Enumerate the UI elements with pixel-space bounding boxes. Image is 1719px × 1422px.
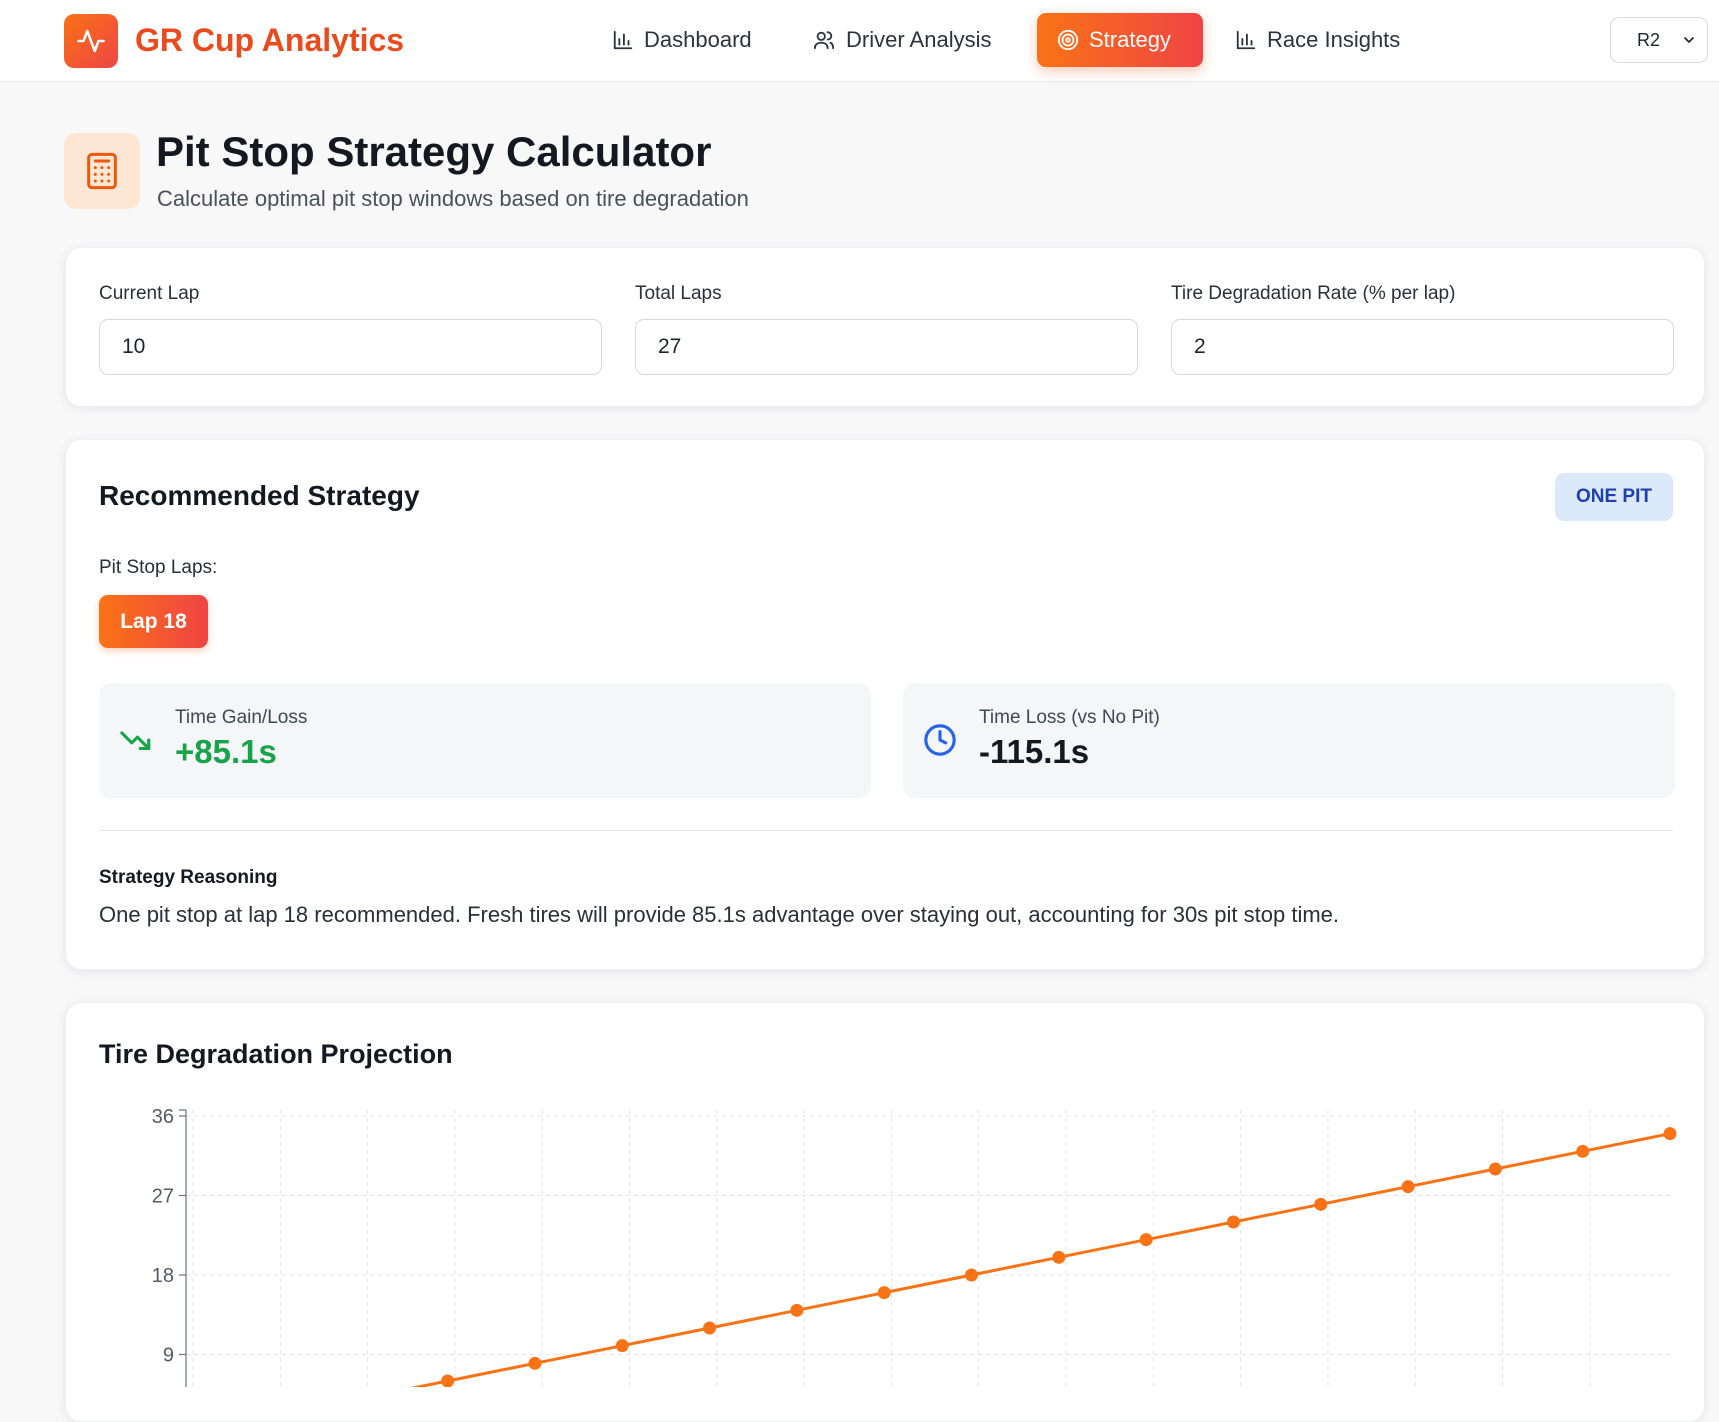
reasoning-title: Strategy Reasoning [99,867,278,888]
data-point [790,1303,804,1317]
round-select-value: R2 [1637,29,1661,50]
time-loss-value: -115.1s [979,733,1090,770]
y-tick-label: 36 [152,1106,174,1128]
brand-name[interactable]: GR Cup Analytics [135,22,405,58]
data-point [441,1374,455,1387]
data-point [965,1268,978,1282]
data-point [1052,1250,1066,1264]
activity-logo-icon[interactable] [64,14,118,68]
current-lap-label: Current Lap [99,283,200,304]
nav-dashboard-label: Dashboard [644,27,752,52]
strategy-title: Recommended Strategy [99,480,420,511]
strategy-card: Recommended Strategy ONE PIT Pit Stop La… [65,439,1705,970]
data-point [1401,1180,1415,1194]
round-select[interactable]: R2 [1610,17,1708,63]
time-gain-metric: Time Gain/Loss +85.1s [99,683,871,798]
projection-title: Tire Degradation Projection [99,1039,453,1069]
clock-icon [924,724,956,756]
trending-down-icon [120,731,151,751]
bar-chart-icon [613,30,633,50]
degradation-rate-label: Tire Degradation Rate (% per lap) [1171,283,1456,304]
data-point [703,1321,717,1335]
users-icon [813,31,835,50]
y-tick-label: 18 [152,1265,174,1287]
target-icon [1057,29,1079,51]
time-loss-label: Time Loss (vs No Pit) [979,707,1160,728]
strategy-type-badge: ONE PIT [1555,473,1673,521]
nav-race-insights-label: Race Insights [1267,27,1401,52]
y-tick-label: 9 [163,1345,174,1367]
data-point [1139,1233,1153,1247]
time-gain-value: +85.1s [175,733,277,770]
divider [99,830,1673,831]
degradation-line [410,1132,1671,1387]
nav-strategy[interactable]: Strategy [1037,13,1203,67]
data-point [615,1339,629,1353]
time-loss-metric: Time Loss (vs No Pit) -115.1s [903,683,1675,798]
data-point [1226,1215,1240,1229]
reasoning-text: One pit stop at lap 18 recommended. Fres… [99,902,1340,927]
calculator-icon [64,133,140,209]
chevron-down-icon [1684,37,1694,43]
time-gain-label: Time Gain/Loss [175,707,308,728]
nav-driver-analysis-label: Driver Analysis [846,27,992,52]
total-laps-input[interactable] [635,319,1138,375]
page-subtitle: Calculate optimal pit stop windows based… [157,186,749,211]
inputs-card: Current Lap Total Laps Tire Degradation … [65,247,1705,407]
data-point [528,1356,542,1370]
current-lap-input[interactable] [99,319,602,375]
y-tick-label: 27 [152,1186,174,1208]
projection-card: Tire Degradation Projection 9 18 27 36 [65,1002,1705,1422]
nav-driver-analysis[interactable]: Driver Analysis [790,13,1013,67]
degradation-chart: 9 18 27 36 [152,1106,1677,1387]
data-point [1663,1127,1677,1141]
top-nav-bar: GR Cup Analytics Dashboard Driver Analys… [0,0,1719,82]
nav-strategy-label: Strategy [1089,27,1171,52]
total-laps-label: Total Laps [635,283,722,304]
nav-dashboard[interactable]: Dashboard [590,13,774,67]
pit-laps-label: Pit Stop Laps: [99,557,218,578]
data-point [1314,1197,1328,1211]
degradation-rate-input[interactable] [1171,319,1674,375]
pit-lap-chip[interactable]: Lap 18 [99,595,208,648]
data-point [1488,1162,1502,1176]
page-title: Pit Stop Strategy Calculator [156,128,712,175]
nav-race-insights[interactable]: Race Insights [1213,13,1422,67]
data-point [1576,1144,1590,1158]
bar-chart-icon [1236,30,1256,50]
data-point [877,1286,891,1300]
